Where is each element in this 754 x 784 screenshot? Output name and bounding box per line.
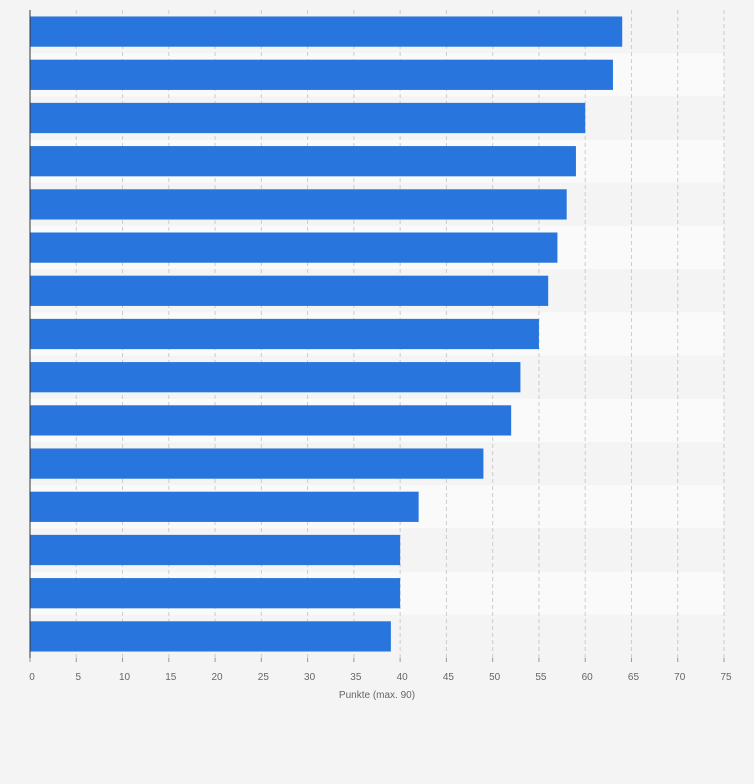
bar[interactable] [30, 189, 567, 220]
bar[interactable] [30, 146, 576, 177]
x-tick-label: 30 [304, 672, 316, 683]
x-tick-label: 15 [165, 672, 177, 683]
bar[interactable] [30, 534, 401, 566]
x-tick-label: 75 [720, 672, 732, 683]
bar[interactable] [30, 102, 586, 134]
x-tick-label: 70 [674, 672, 686, 683]
bar[interactable] [30, 578, 401, 609]
bar[interactable] [30, 275, 549, 306]
x-tick-label: 25 [258, 672, 270, 683]
x-tick-label: 0 [29, 672, 35, 683]
bar[interactable] [30, 621, 391, 652]
x-tick-label: 5 [75, 672, 81, 683]
bar[interactable] [30, 16, 623, 47]
bar[interactable] [30, 232, 558, 263]
x-tick-label: 40 [397, 672, 409, 683]
bars [30, 16, 623, 652]
bar[interactable] [30, 318, 539, 350]
x-tick-label: 35 [350, 672, 362, 683]
bar[interactable] [30, 405, 512, 436]
bar[interactable] [30, 362, 521, 393]
bar[interactable] [30, 491, 419, 522]
x-tick-label: 10 [119, 672, 131, 683]
x-axis-label: Punkte (max. 90) [339, 690, 415, 701]
x-tick-label: 60 [582, 672, 594, 683]
x-tick-label: 20 [212, 672, 224, 683]
x-tick-label: 45 [443, 672, 455, 683]
x-tick-label: 50 [489, 672, 501, 683]
bar[interactable] [30, 448, 484, 479]
x-tick-label: 55 [535, 672, 547, 683]
x-tick-label: 65 [628, 672, 640, 683]
x-tick-labels: 0 5 10 15 20 25 30 35 40 45 50 55 60 65 70 75 [29, 658, 732, 683]
bar[interactable] [30, 59, 613, 90]
